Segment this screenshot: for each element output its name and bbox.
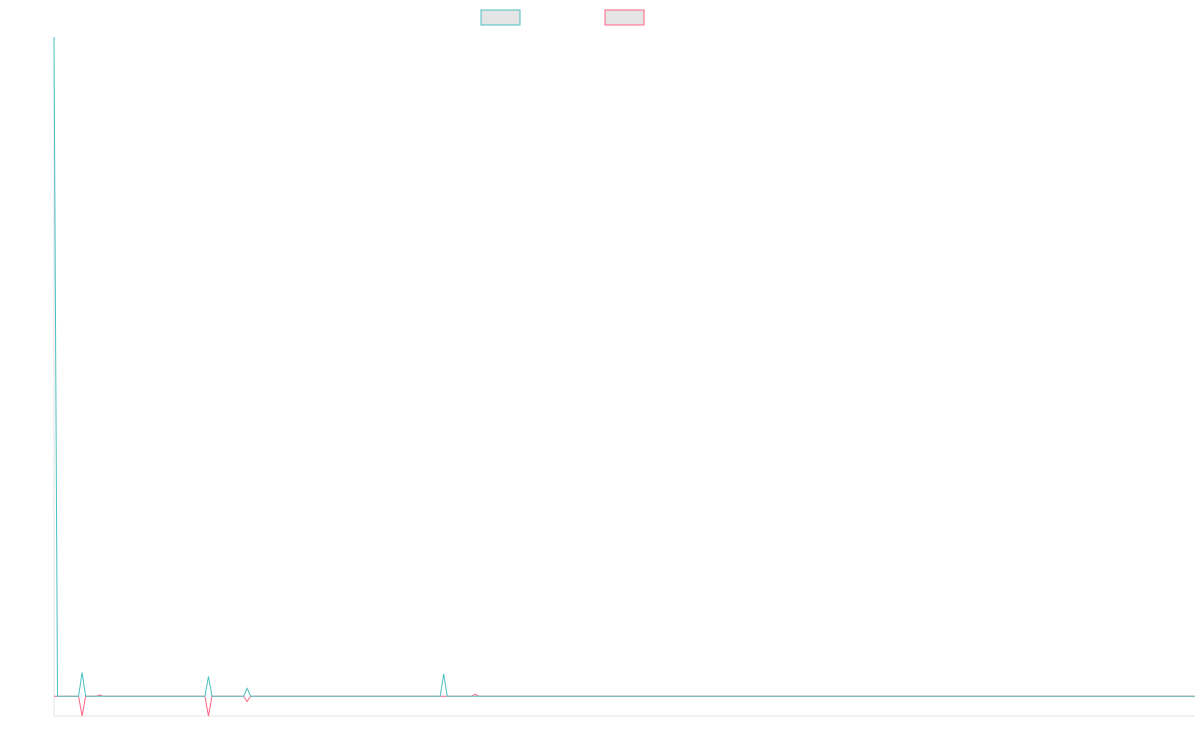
legend-swatch-series_a[interactable]: [480, 9, 521, 26]
series-line-series_b: [54, 693, 1195, 717]
legend-swatch-series_b[interactable]: [604, 9, 645, 26]
series-layer: [53, 36, 1195, 717]
axes: [53, 37, 1195, 717]
series-line-series_a: [53, 36, 1195, 697]
legend: [480, 9, 645, 26]
